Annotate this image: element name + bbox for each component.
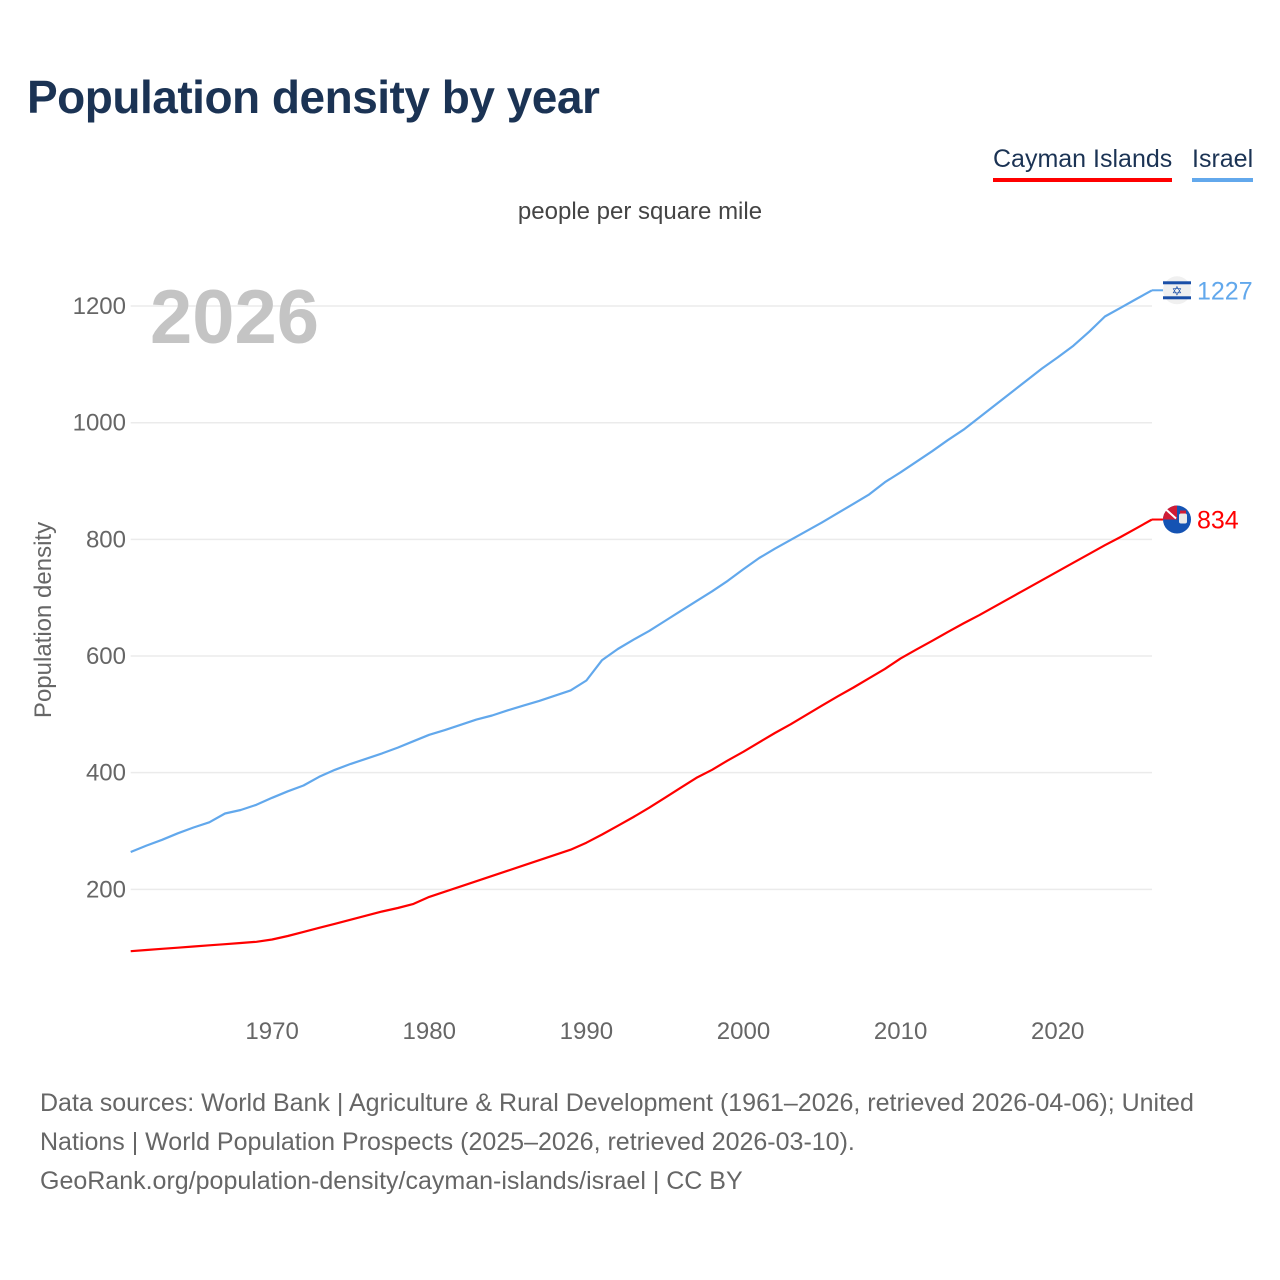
year-watermark: 2026	[150, 275, 319, 360]
y-tick-label: 200	[86, 876, 126, 903]
legend-item-cayman-islands[interactable]: Cayman Islands	[993, 145, 1173, 182]
attribution-link[interactable]: GeoRank.org/population-density/cayman-is…	[40, 1167, 743, 1195]
series-lines	[130, 289, 1153, 953]
x-tick-label: 2020	[1031, 1018, 1084, 1045]
series-line-cayman-islands[interactable]	[130, 518, 1153, 953]
end-value-label: 1227	[1197, 277, 1253, 305]
x-axis-ticks: 1970 1980 1990 2000 2010 2020	[245, 1018, 1084, 1045]
y-tick-label: 1000	[73, 410, 126, 437]
chart-title: Population density by year	[27, 71, 600, 123]
gridlines	[130, 305, 1152, 891]
data-sources: Data sources: World Bank | Agriculture &…	[40, 1089, 1194, 1156]
y-tick-label: 400	[86, 760, 126, 787]
y-tick-label: 600	[86, 643, 126, 670]
series-line-israel[interactable]	[130, 289, 1153, 854]
x-tick-label: 1980	[403, 1018, 456, 1045]
x-tick-label: 1970	[245, 1018, 298, 1045]
footer: Data sources: World Bank | Agriculture &…	[40, 1084, 1250, 1201]
y-tick-label: 800	[86, 526, 126, 553]
x-tick-label: 2010	[874, 1018, 927, 1045]
end-labels: 834 ✡ 1227	[1152, 276, 1253, 535]
israel-flag-icon: ✡	[1163, 276, 1191, 305]
y-axis-ticks: 200 400 600 800 1000 1200	[73, 293, 126, 903]
chart-subtitle: people per square mile	[517, 198, 763, 225]
x-tick-label: 1990	[560, 1018, 613, 1045]
x-tick-label: 2000	[717, 1018, 770, 1045]
y-axis-label: Population density	[30, 522, 57, 718]
legend-item-israel[interactable]: Israel	[1192, 145, 1254, 182]
end-value-label: 834	[1197, 507, 1239, 535]
svg-text:✡: ✡	[1172, 284, 1183, 299]
y-tick-label: 1200	[73, 293, 126, 320]
cayman-islands-flag-icon	[1163, 505, 1191, 534]
